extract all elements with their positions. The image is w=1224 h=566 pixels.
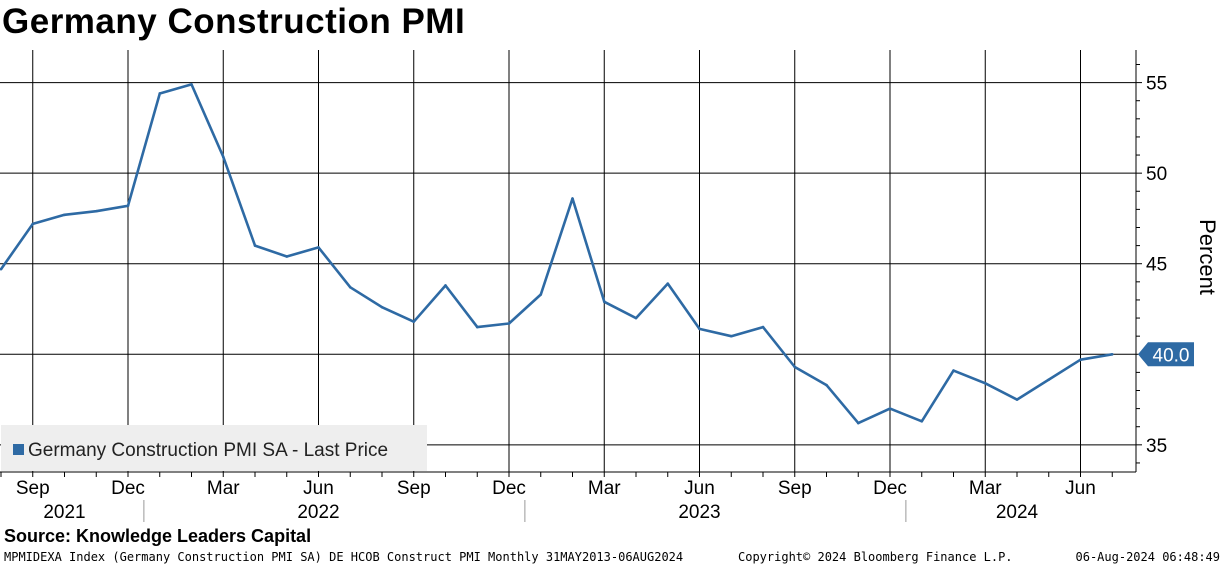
last-value-badge: [1138, 342, 1194, 367]
data-point: [475, 325, 479, 329]
y-tick-label: 45: [1146, 255, 1167, 276]
line-chart: 3540455055PercentSepDecMarJunSepDecMarJu…: [0, 50, 1220, 523]
data-point: [983, 381, 987, 385]
y-axis-title: Percent: [1195, 219, 1220, 295]
data-point: [317, 246, 320, 249]
data-point: [761, 325, 765, 329]
x-year-label: 2023: [678, 502, 720, 523]
x-tick-label: Dec: [873, 478, 907, 499]
chart-title: Germany Construction PMI: [2, 2, 466, 41]
y-tick-label: 50: [1146, 164, 1167, 185]
legend-label: Germany Construction PMI SA - Last Price: [28, 440, 388, 461]
data-point: [507, 322, 511, 325]
footer-index-info: MPMIDEXA Index (Germany Construction PMI…: [4, 550, 684, 564]
footer-copyright: Copyright© 2024 Bloomberg Finance L.P.: [738, 550, 1013, 564]
x-tick-label: Jun: [684, 478, 715, 499]
x-year-label: 2022: [297, 502, 339, 523]
x-tick-label: Mar: [969, 478, 1002, 499]
series-line: [0, 83, 1113, 425]
data-point: [221, 155, 225, 159]
data-point: [539, 293, 543, 296]
data-point: [920, 419, 924, 423]
x-tick-label: Jun: [303, 478, 334, 499]
data-point: [0, 267, 3, 271]
data-point: [31, 222, 35, 226]
data-point: [190, 83, 193, 86]
legend-box: [1, 425, 427, 471]
y-tick-label: 55: [1146, 74, 1167, 95]
x-tick-label: Dec: [111, 478, 145, 499]
data-point: [444, 284, 447, 287]
data-point: [729, 334, 733, 338]
data-point: [285, 255, 289, 258]
data-point: [412, 320, 416, 323]
data-point: [94, 209, 98, 213]
data-point: [348, 285, 352, 289]
x-tick-label: Jun: [1065, 478, 1096, 499]
data-point: [571, 197, 574, 200]
data-point: [888, 407, 892, 410]
x-tick-label: Sep: [16, 478, 50, 499]
footer-timestamp: 06-Aug-2024 06:48:49: [1075, 550, 1221, 564]
source-note: Source: Knowledge Leaders Capital: [4, 526, 312, 546]
last-value-label: 40.0: [1153, 345, 1190, 366]
data-point: [1110, 352, 1114, 356]
x-tick-label: Dec: [492, 478, 526, 499]
legend-swatch: [13, 444, 24, 455]
data-point: [1079, 358, 1082, 362]
x-year-label: 2021: [43, 502, 85, 523]
data-point: [793, 365, 797, 369]
x-year-label: 2024: [996, 502, 1039, 523]
y-tick-label: 35: [1146, 436, 1167, 457]
data-point: [63, 213, 66, 217]
data-point: [1015, 398, 1019, 401]
data-point: [602, 300, 606, 304]
x-tick-label: Sep: [778, 478, 812, 499]
data-point: [698, 327, 701, 331]
data-point: [158, 92, 162, 95]
data-point: [666, 282, 670, 285]
x-tick-label: Sep: [397, 478, 431, 499]
data-point: [380, 305, 384, 309]
data-point: [1047, 378, 1051, 381]
data-point: [634, 316, 638, 320]
data-point: [825, 383, 828, 387]
data-point: [253, 244, 257, 247]
data-point: [856, 421, 860, 425]
data-point: [952, 369, 955, 372]
x-tick-label: Mar: [207, 478, 240, 499]
data-point: [126, 204, 130, 208]
x-tick-label: Mar: [588, 478, 621, 499]
